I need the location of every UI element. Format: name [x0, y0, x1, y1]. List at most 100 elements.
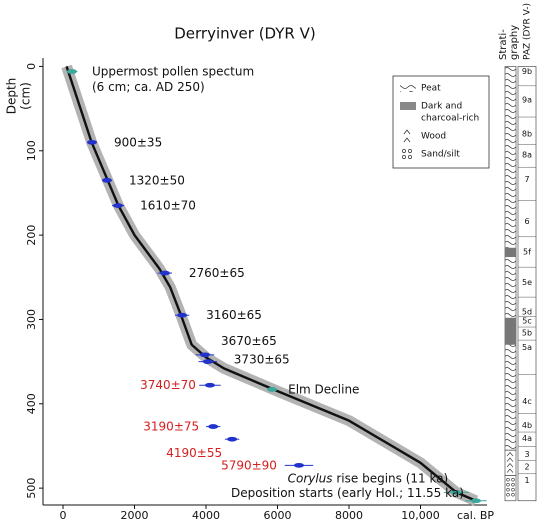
- date-marker: [227, 436, 238, 442]
- date-label: 3670±65: [221, 333, 277, 347]
- date-marker: [208, 424, 219, 429]
- date-label: 3190±75: [143, 419, 199, 433]
- strat-sand-mark: [511, 477, 515, 482]
- date-marker: [267, 387, 278, 392]
- strat-label: Strati-: [498, 29, 509, 60]
- strat-peat: [504, 66, 517, 451]
- strat-sand-mark: [506, 482, 510, 487]
- date-marker: [204, 382, 215, 388]
- zone-label: 4c: [522, 397, 532, 406]
- strat-sand-mark: [511, 482, 515, 487]
- date-label: 4190±55: [166, 446, 222, 460]
- y-tick-label: 500: [25, 478, 38, 499]
- strat-wood-mark: [506, 452, 514, 457]
- date-marker: [202, 359, 213, 365]
- date-label-italic: Corylus: [288, 471, 333, 485]
- legend-label: Sand/silt: [421, 150, 460, 160]
- x-tick-label: 2000: [121, 509, 149, 522]
- date-label-text: 4190±55: [166, 446, 222, 460]
- legend-label: Peat: [421, 84, 441, 94]
- x-tick-label: 0: [60, 509, 67, 522]
- zone-label: 8b: [522, 129, 532, 138]
- zone-label: 5b: [522, 328, 532, 337]
- date-label: 900±35: [114, 135, 162, 149]
- zone-label: 9b: [522, 67, 532, 76]
- y-tick-label: 300: [25, 309, 38, 330]
- strat-wood-mark: [506, 468, 514, 473]
- date-label-text: 1320±50: [129, 173, 185, 187]
- strat-sand-mark: [511, 492, 515, 497]
- y-tick-label: 400: [25, 393, 38, 414]
- strat-wood: [504, 449, 517, 476]
- zone-label: 5e: [522, 278, 532, 287]
- date-label-text: Elm Decline: [288, 382, 359, 396]
- date-marker: [293, 462, 304, 468]
- date-label: Corylus rise begins (11 ka): [288, 471, 449, 485]
- date-label-text: Uppermost pollen spectum: [92, 64, 254, 78]
- date-label: 3160±65: [206, 308, 262, 322]
- date-marker: [101, 177, 112, 183]
- x-axis-label: cal. BP: [457, 509, 494, 522]
- date-label: 1320±50: [129, 173, 185, 187]
- strat-dark: [505, 317, 516, 345]
- date-label: 2760±65: [189, 266, 245, 280]
- x-tick-label: 8000: [335, 509, 363, 522]
- chart-title: Derryinver (DYR V): [174, 25, 316, 43]
- legend-peat-icon: [400, 83, 416, 92]
- date-label: 3740±70: [140, 378, 196, 392]
- zone-label: 5d: [522, 307, 532, 316]
- date-label: Elm Decline: [288, 382, 359, 396]
- date-marker: [113, 203, 124, 208]
- date-marker: [470, 498, 481, 504]
- strat-dark: [505, 247, 516, 258]
- y-tick-label: 100: [25, 140, 38, 161]
- date-label-text: 3740±70: [140, 378, 196, 392]
- date-label-text: rise begins (11 ka): [333, 471, 449, 485]
- x-tick-label: 4000: [192, 509, 220, 522]
- zone-label: 2: [524, 463, 529, 472]
- date-label: 5790±90: [221, 458, 277, 472]
- zone-label: 4b: [522, 421, 532, 430]
- date-label-text: 3190±75: [143, 419, 199, 433]
- zone-label: 9a: [522, 96, 532, 105]
- strat-wood-mark: [506, 457, 514, 462]
- date-label-text: 1610±70: [140, 198, 196, 212]
- date-label: 3730±65: [234, 352, 290, 366]
- date-label-text: 2760±65: [189, 266, 245, 280]
- date-label-text: 3670±65: [221, 333, 277, 347]
- date-label-text: 3730±65: [234, 352, 290, 366]
- strat-label: graphy: [509, 25, 520, 60]
- y-tick-label: 200: [25, 225, 38, 246]
- date-marker: [66, 69, 77, 74]
- legend-label: charcoal-rich: [421, 114, 479, 124]
- date-marker: [177, 312, 188, 318]
- zone-label: 4a: [522, 434, 532, 443]
- y-axis-label: Depth: [5, 78, 19, 115]
- strat-heading: Strati- graphy: [498, 25, 520, 60]
- legend-wood-icon: [403, 129, 411, 143]
- zone-column: [517, 66, 537, 502]
- strat-sand: [504, 475, 517, 502]
- strat-sand-mark: [511, 487, 515, 492]
- date-marker: [451, 489, 462, 495]
- date-label-text: Deposition starts (early Hol.; 11.55 ka): [231, 485, 464, 499]
- paz-label: PAZ (DYR V-): [523, 3, 533, 60]
- strat-sand-mark: [506, 487, 510, 492]
- date-label: (6 cm; ca. AD 250): [92, 80, 205, 94]
- strat-sand-mark: [506, 492, 510, 497]
- date-marker: [159, 270, 170, 276]
- strat-wood-mark: [506, 463, 514, 468]
- x-tick-label: 6000: [264, 509, 292, 522]
- x-tick-label: 10,000: [401, 509, 440, 522]
- zone-label: 6: [524, 217, 529, 226]
- y-axis-unit: (cm): [19, 82, 33, 110]
- zone-label: 8a: [522, 150, 532, 159]
- zone-label: 1: [524, 476, 529, 485]
- date-label: 1610±70: [140, 198, 196, 212]
- zone-label: 5c: [522, 317, 532, 326]
- strat-sand-mark: [506, 477, 510, 482]
- zone-label: 5f: [523, 247, 531, 256]
- zone-label: 7: [524, 175, 529, 184]
